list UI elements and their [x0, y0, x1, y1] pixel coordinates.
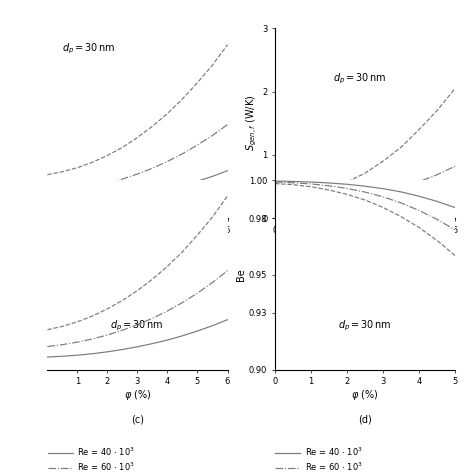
Text: (d): (d) — [358, 415, 372, 425]
Y-axis label: $S_{gen,f}$ (W/K): $S_{gen,f}$ (W/K) — [245, 95, 259, 151]
Text: $d_p = 30\,\mathrm{nm}$: $d_p = 30\,\mathrm{nm}$ — [333, 72, 386, 86]
X-axis label: $\varphi$ (%): $\varphi$ (%) — [124, 236, 151, 250]
Y-axis label: Be: Be — [236, 269, 246, 281]
X-axis label: $\varphi$ (%): $\varphi$ (%) — [351, 388, 379, 402]
Text: $d_p = 30\,\mathrm{nm}$: $d_p = 30\,\mathrm{nm}$ — [110, 319, 164, 333]
Legend: Re = 40 $\cdot$ 10$^3$, Re = 60 $\cdot$ 10$^3$, Re = 80 $\cdot$ 10$^3$: Re = 40 $\cdot$ 10$^3$, Re = 60 $\cdot$ … — [275, 446, 363, 474]
X-axis label: $\varphi$ (%): $\varphi$ (%) — [124, 388, 151, 402]
Text: (a): (a) — [131, 263, 144, 273]
X-axis label: $\varphi$ (%): $\varphi$ (%) — [351, 236, 379, 250]
Text: (c): (c) — [131, 415, 144, 425]
Text: (b): (b) — [358, 263, 372, 273]
Text: $d_p = 30\,\mathrm{nm}$: $d_p = 30\,\mathrm{nm}$ — [338, 319, 392, 333]
Text: $d_p = 30\,\mathrm{nm}$: $d_p = 30\,\mathrm{nm}$ — [62, 42, 116, 56]
Legend: Re = 40 $\cdot$ 10$^3$, Re = 60 $\cdot$ 10$^3$, Re = 80 $\cdot$ 10$^3$: Re = 40 $\cdot$ 10$^3$, Re = 60 $\cdot$ … — [48, 446, 135, 474]
